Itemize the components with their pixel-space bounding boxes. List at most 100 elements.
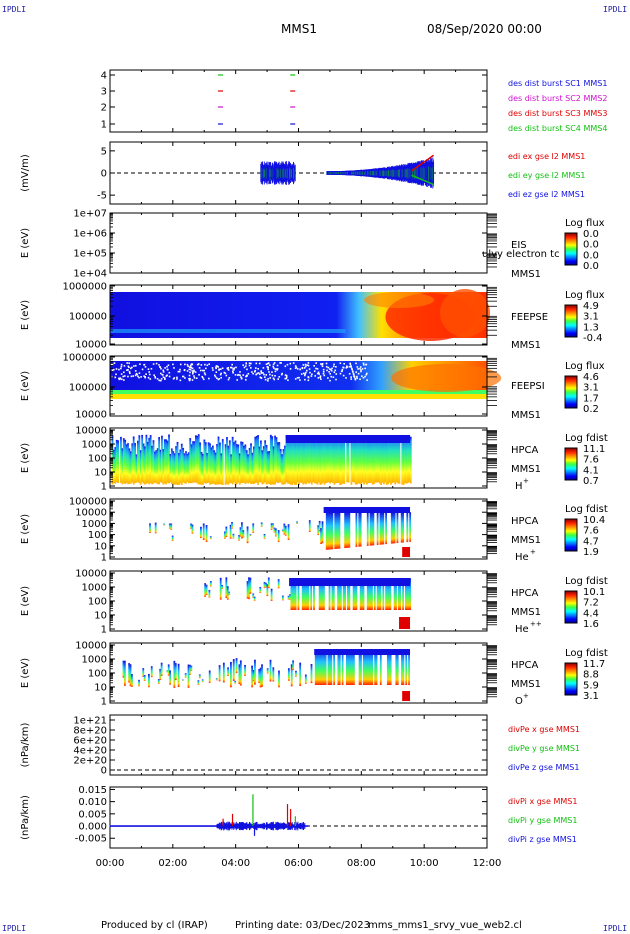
hpca_h-spectral-strip xyxy=(179,449,182,484)
feepsi-gap-speck xyxy=(294,378,297,380)
feepse-colorbar xyxy=(564,304,578,338)
hpca_h-spectral-strip xyxy=(390,435,392,485)
feepsi-gap-speck xyxy=(134,364,137,367)
feepsi-gap-speck xyxy=(189,365,192,367)
hpca_h-spectral-strip xyxy=(271,436,274,485)
hpca_h-spectral-strip xyxy=(190,444,193,484)
hpca_he1-spectral-strip xyxy=(393,512,396,544)
feepsi-gap-speck xyxy=(133,365,135,367)
hpca_h-spectral-strip xyxy=(209,443,211,485)
hpca_h-spectral-strip xyxy=(122,438,125,484)
eis-spacecraft-name: MMS1 xyxy=(511,269,541,280)
hpca_he2-spectral-strip xyxy=(328,578,331,610)
hpca_h-spectral-strip xyxy=(371,435,374,485)
hpca_h-spectral-strip xyxy=(233,442,235,483)
feepsi-gap-speck xyxy=(265,363,268,366)
feepsi-gap-speck xyxy=(257,372,260,374)
hpca_h-spectral-strip xyxy=(377,436,380,483)
feepsi-gap-speck xyxy=(299,379,301,381)
feepsi-gap-speck xyxy=(227,366,230,369)
feepse-cbar-tick: 3.1 xyxy=(583,312,599,323)
feepsi-gap-speck xyxy=(307,379,310,382)
hpca_he1-ytick-label: 100000 xyxy=(69,497,107,508)
hpca_he1-spectral-strip xyxy=(327,512,330,550)
hpca_o-spectral-strip xyxy=(304,674,307,684)
feepsi-gap-speck xyxy=(191,372,194,375)
hpca_h-spectral-strip xyxy=(404,435,407,483)
hpca_o-spectral-strip xyxy=(287,668,290,681)
hpca_he2-charge: ++ xyxy=(530,620,542,628)
hpca_h-species: H xyxy=(515,481,523,492)
hpca_h-spectral-strip xyxy=(288,435,291,484)
feepsi-gap-speck xyxy=(267,362,270,364)
divpi-ytick-label: -0.005 xyxy=(75,834,107,845)
feepsi-gap-speck xyxy=(201,375,204,378)
feepsi-gap-speck xyxy=(339,372,342,375)
hpca_h-spectral-strip xyxy=(284,445,286,485)
hpca_h-spectral-strip xyxy=(207,442,210,483)
hpca_he2-spectral-strip xyxy=(354,578,356,610)
hpca_h-ytick-label: 10000 xyxy=(75,426,107,437)
hpca_o-spectral-strip xyxy=(222,662,225,683)
feepsi-gap-speck xyxy=(128,370,131,373)
hpca_o-colorbar xyxy=(564,662,578,696)
hpca_h-spectral-strip xyxy=(301,436,303,483)
hpca_h-spectral-strip xyxy=(279,449,282,483)
hpca_h-ytick-label: 1 xyxy=(101,482,107,493)
hpca_he1-spectral-strip xyxy=(154,522,157,534)
feepsi-gap-speck xyxy=(335,378,337,381)
hpca_h-spectral-strip xyxy=(336,436,339,483)
hpca_h-spectral-strip xyxy=(391,435,394,483)
feepsi-cbar-tick: 4.6 xyxy=(583,372,599,383)
feepsi-gap-speck xyxy=(285,377,288,380)
feepsi-gap-speck xyxy=(208,363,211,365)
spacecraft-title: MMS1 xyxy=(281,22,317,36)
hpca_he2-spectral-strip xyxy=(267,577,270,589)
feepsi-gap-speck xyxy=(147,368,150,370)
feepsi-gap-speck xyxy=(141,368,144,371)
hpca_h-spectral-strip xyxy=(139,450,142,485)
hpca_h-spectral-strip xyxy=(329,435,332,484)
hpca_h-spectral-strip xyxy=(187,452,190,484)
hpca_h-spectral-strip xyxy=(408,436,411,483)
hpca_he1-spectral-strip xyxy=(277,530,280,542)
hpca_o-spectral-strip xyxy=(405,649,408,685)
feepsi-gap-speck xyxy=(276,364,279,367)
feepsi-gap-speck xyxy=(366,372,368,375)
hpca_h-spectral-strip xyxy=(115,439,118,483)
hpca_he2-spectral-strip xyxy=(249,577,252,594)
feepsi-gap-speck xyxy=(267,379,269,382)
feepsi-gap-speck xyxy=(311,373,313,376)
hpca_o-spectral-strip xyxy=(138,679,140,687)
feepsi-gap-speck xyxy=(155,362,158,365)
hpca_o-spectral-strip xyxy=(323,649,326,685)
feepsi-gap-speck xyxy=(362,376,365,379)
feepsi-gap-speck xyxy=(349,363,352,366)
burst-ytick-label: 2 xyxy=(101,103,107,114)
hpca_h-spectral-strip xyxy=(221,439,224,485)
feepsi-gap-speck xyxy=(272,363,275,366)
edi-legend-2: edi ez gse l2 MMS1 xyxy=(508,190,585,199)
hpca_o-spectral-strip xyxy=(184,673,187,678)
hpca_he2-cbar-tick: 10.1 xyxy=(583,587,605,598)
feepsi-gap-speck xyxy=(160,367,162,370)
hpca_o-spectral-strip xyxy=(292,660,295,671)
hpca_he2-spectral-strip xyxy=(277,579,280,589)
hpca_he1-spectral-strip xyxy=(330,512,332,550)
feepsi-gap-speck xyxy=(254,369,257,372)
hpca_he1-spectral-strip xyxy=(282,529,284,532)
hpca_h-spectral-strip xyxy=(257,435,259,485)
eis-cbar-title: Log flux xyxy=(565,218,605,229)
hpca_h-spectral-strip xyxy=(296,435,299,483)
feepsi-gap-speck xyxy=(349,362,351,365)
feepsi-gap-speck xyxy=(179,368,181,371)
burst-legend-3: des dist burst SC4 MMS4 xyxy=(508,124,607,133)
hpca_o-spectral-strip xyxy=(235,658,238,674)
feepsi-gap-speck xyxy=(274,368,277,370)
hpca_he2-spectral-strip xyxy=(263,582,266,589)
feepsi-gap-speck xyxy=(176,376,178,379)
hpca_he1-cbar-tick: 1.9 xyxy=(583,547,599,558)
feepsi-gap-speck xyxy=(351,367,353,370)
feepsi-cbar-tick: 0.2 xyxy=(583,404,599,415)
